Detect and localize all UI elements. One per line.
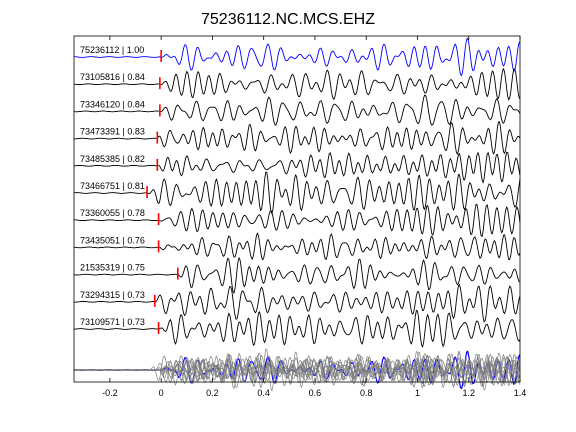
trace-line: [73, 256, 521, 295]
trace-line: [73, 309, 521, 349]
trace-line: [73, 171, 521, 216]
trace-label: 73346120 | 0.84: [80, 99, 145, 109]
trace-labels: 75236112 | 1.00 73105816 | 0.84 73346120 |…: [80, 45, 145, 327]
trace-line: [73, 94, 521, 126]
stack-panel: [73, 348, 521, 392]
x-tick-label: 0.2: [206, 388, 219, 398]
trace-label: 73435051 | 0.76: [80, 235, 145, 245]
trace-label: 75236112 | 1.00: [80, 45, 144, 55]
traces-layer: [73, 37, 521, 349]
axes-frame: [73, 35, 521, 383]
trace-line: [73, 232, 521, 261]
x-tick-label: 0.6: [309, 388, 322, 398]
trace-label: 73485385 | 0.82: [80, 154, 145, 164]
trace-label: 73105816 | 0.84: [80, 72, 145, 82]
x-tick-label: 0.4: [257, 388, 270, 398]
x-tick-label: 0: [159, 388, 164, 398]
x-axis: -0.2 0 0.2 0.4 0.6 0.8 1 1.2 1.4: [102, 36, 526, 398]
pick-markers: [146, 50, 179, 334]
trace-line: [74, 283, 521, 323]
trace-label: 73294315 | 0.73: [80, 290, 145, 300]
trace-label: 21535319 | 0.75: [80, 263, 145, 273]
stack-trace-line: [73, 350, 521, 389]
trace-line: [73, 203, 521, 238]
x-tick-label: 1: [415, 388, 420, 398]
trace-label: 73473391 | 0.83: [80, 127, 145, 137]
x-tick-label: -0.2: [102, 388, 118, 398]
trace-line: [73, 67, 521, 101]
trace-line: [73, 121, 521, 156]
trace-line: [73, 151, 521, 184]
trace-label: 73360055 | 0.78: [80, 208, 145, 218]
chart-title: 75236112.NC.MCS.EHZ: [201, 11, 375, 28]
x-tick-label: 1.4: [514, 388, 527, 398]
x-tick-label: 0.8: [360, 388, 373, 398]
trace-label: 73466751 | 0.81: [80, 181, 145, 191]
x-tick-label: 1.2: [462, 388, 475, 398]
trace-line: [74, 37, 521, 77]
trace-label: 73109571 | 0.73: [80, 317, 145, 327]
